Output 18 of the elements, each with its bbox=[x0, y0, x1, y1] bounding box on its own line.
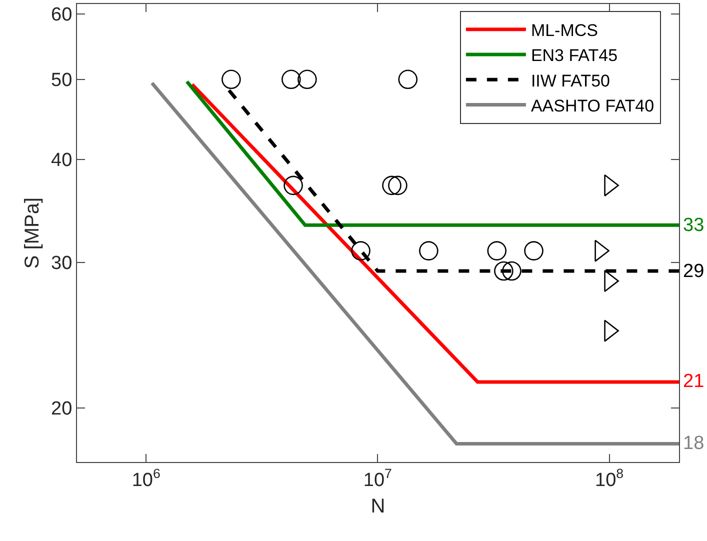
y-tick-label: 50 bbox=[51, 70, 72, 92]
text: 18 bbox=[683, 433, 704, 454]
x-axis-title: N bbox=[370, 495, 386, 518]
legend-label: ML-MCS bbox=[530, 21, 598, 40]
y-tick-label: 20 bbox=[51, 398, 72, 420]
y-tick-label: 40 bbox=[51, 150, 72, 172]
x-tick-label: 10$^{7}$ bbox=[363, 466, 392, 491]
y-axis-title: S [MPa] bbox=[22, 197, 44, 269]
legend-label: IIW FAT50 bbox=[530, 71, 610, 90]
x-tick-label: 10$^{8}$ bbox=[595, 466, 624, 491]
y-tick-label: 30 bbox=[51, 253, 72, 274]
text: 21 bbox=[683, 371, 704, 392]
legend-label: EN3 FAT45 bbox=[530, 46, 618, 66]
text: 29 bbox=[683, 261, 704, 282]
legend-label: AASHTO FAT40 bbox=[530, 96, 654, 116]
x-tick-label: 10$^{6}$ bbox=[132, 466, 160, 491]
text: 33 bbox=[683, 215, 704, 236]
y-tick-label: 60 bbox=[51, 4, 72, 26]
